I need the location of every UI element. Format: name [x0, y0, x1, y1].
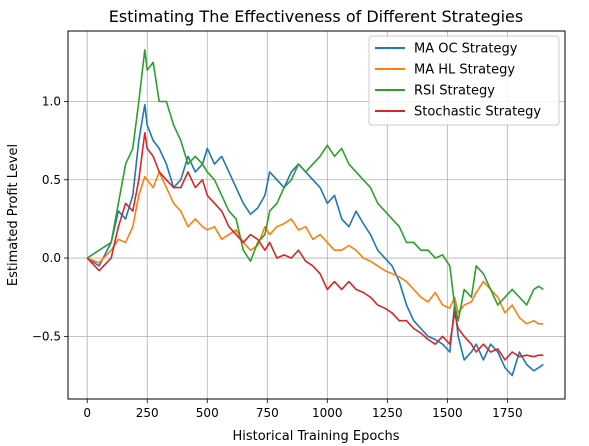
- legend-label-ma-oc-strategy: MA OC Strategy: [414, 42, 518, 57]
- series-line-stochastic-strategy: [86, 132, 544, 361]
- x-tick-label: 1250: [372, 406, 403, 420]
- series-line-rsi-strategy: [86, 48, 544, 322]
- legend-label-rsi-strategy: RSI Strategy: [414, 84, 495, 99]
- series-line-ma-hl-strategy: [86, 171, 544, 325]
- x-tick-label: 500: [196, 406, 219, 420]
- x-tick-label: 0: [83, 406, 91, 420]
- y-axis-label: Estimated Profit Level: [6, 144, 21, 286]
- x-axis-label: Historical Training Epochs: [232, 429, 399, 444]
- y-tick-label: 0.5: [42, 173, 61, 187]
- legend-label-stochastic-strategy: Stochastic Strategy: [414, 105, 541, 120]
- series-line-ma-oc-strategy: [86, 103, 544, 377]
- y-tick-label: 1.0: [42, 94, 61, 108]
- x-tick-label: 750: [256, 406, 279, 420]
- x-tick-label: 1500: [432, 406, 463, 420]
- x-tick-label: 250: [136, 406, 159, 420]
- x-tick-label: 1750: [492, 406, 523, 420]
- legend: MA OC Strategy MA HL Strategy RSI Strategy…: [368, 35, 560, 126]
- chart-title: Estimating The Effectiveness of Differen…: [109, 7, 523, 26]
- y-tick-label: −0.5: [32, 329, 61, 343]
- ticks: 0 250 500 750 1000 1250 1500 1750 −0.5 0.0 0.5 1.0: [32, 94, 523, 420]
- legend-box: [368, 35, 560, 126]
- x-tick-label: 1000: [312, 406, 343, 420]
- plot-frame: [67, 30, 566, 400]
- legend-label-ma-hl-strategy: MA HL Strategy: [414, 63, 515, 78]
- series-group: [86, 48, 544, 377]
- y-tick-label: 0.0: [42, 251, 61, 265]
